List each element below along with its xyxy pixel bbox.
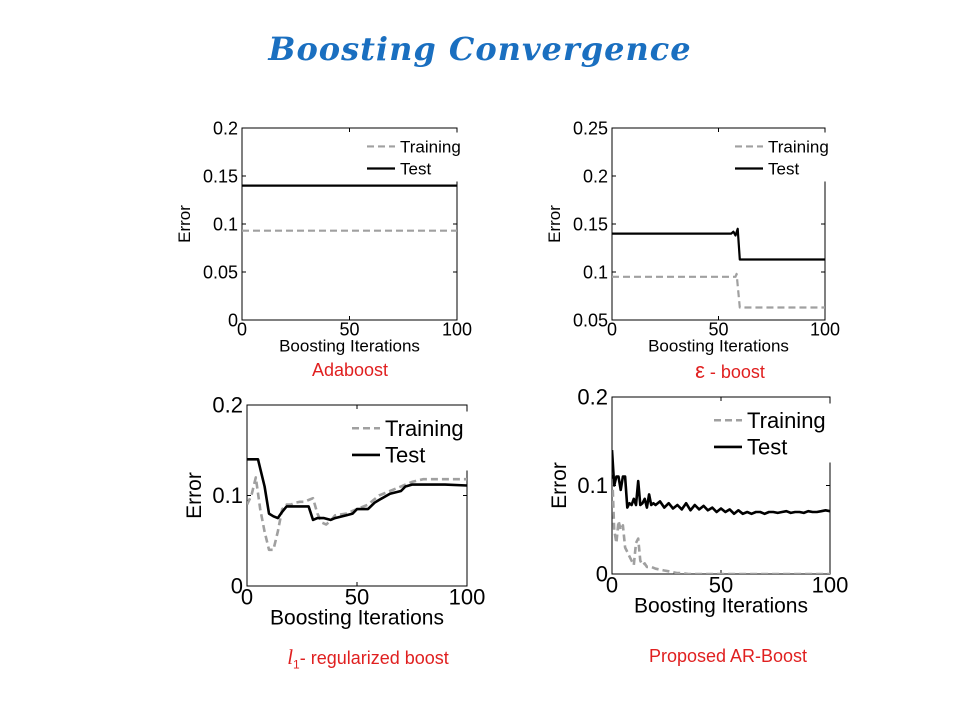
y-axis-label: Error [548,462,571,509]
legend-box [349,411,468,471]
chart-panel-2: 0 50 100 0.05 0.1 0.15 0.2 0.25 Boosting Iterati… [545,118,840,355]
x-axis-label: Boosting Iterations [270,607,444,630]
y-tick-label: 0.1 [577,473,608,498]
y-axis-label: Error [545,205,564,243]
series-line-test [612,450,830,516]
chart-panel-3: 0 50 100 0 0.1 0.2 Boosting Iterations Error Tra… [183,393,485,630]
y-tick-label: 0.15 [203,166,238,186]
legend-label-training: Training [400,137,461,156]
y-axis-label: Error [175,205,194,243]
x-tick-label: 50 [709,573,733,598]
slide-title: Boosting Convergence [268,30,692,68]
x-tick-label: 100 [442,319,472,339]
y-tick-label: 0.25 [573,118,608,138]
x-tick-label: 50 [345,585,369,610]
series-line-training [612,467,830,574]
x-axis-label: Boosting Iterations [648,336,789,355]
chart-panel-1: 0 50 100 0 0.05 0.1 0.15 0.2 Boosting Iterations… [175,118,472,355]
x-tick-label: 0 [606,573,618,598]
y-tick-label: 0.2 [213,118,238,138]
legend-box [711,403,831,463]
legend-box [732,132,826,182]
x-axis-label: Boosting Iterations [634,595,808,618]
series-line-training [612,272,825,309]
legend-label-test: Test [400,159,431,178]
l1-subscript: 1 [293,657,300,672]
l1-letter: l [287,645,294,669]
x-tick-label: 50 [339,319,359,339]
y-tick-label: 0.15 [573,214,608,234]
y-tick-label: 0.1 [583,262,608,282]
caption-adaboost: Adaboost [311,360,389,380]
series-line-test [247,457,467,522]
y-tick-label: 0.2 [212,393,243,418]
y-tick-label: 0.2 [583,166,608,186]
x-tick-label: 100 [812,573,849,598]
x-tick-label: 0 [241,585,253,610]
legend-label-training: Training [747,408,826,433]
y-tick-label: 0 [228,310,238,330]
series-line-test [612,227,825,261]
y-tick-label: 0.2 [577,385,608,410]
x-axis-label: Boosting Iterations [279,336,420,355]
caption-epsilon-text: - boost [704,362,765,382]
y-axis-label: Error [183,472,206,519]
x-tick-label: 100 [810,319,840,339]
legend-label-test: Test [385,443,425,468]
series-line-training [247,476,467,552]
x-tick-label: 50 [708,319,728,339]
chart-panel-4: 0 50 100 0 0.1 0.2 Boosting Iterations Error Tra… [548,385,848,618]
legend-label-test: Test [747,435,787,460]
legend-label-training: Training [385,416,464,441]
x-tick-label: 100 [449,585,486,610]
epsilon-symbol: ε [695,358,705,383]
y-tick-label: 0.1 [212,483,243,508]
caption-l1-text: - regularized boost [299,648,449,668]
caption-ar-boost: Proposed AR-Boost [648,646,808,666]
y-tick-label: 0.05 [573,310,608,330]
legend-label-test: Test [768,159,799,178]
legend-label-training: Training [768,137,829,156]
caption-epsilon-boost: ε - boost [630,358,830,384]
y-tick-label: 0.1 [213,214,238,234]
y-tick-label: 0 [231,574,243,599]
y-tick-label: 0 [596,562,608,587]
legend-box [364,132,458,182]
y-tick-label: 0.05 [203,262,238,282]
x-tick-label: 0 [607,319,617,339]
x-tick-label: 0 [237,319,247,339]
caption-l1-regularized: l1- regularized boost [238,645,498,672]
